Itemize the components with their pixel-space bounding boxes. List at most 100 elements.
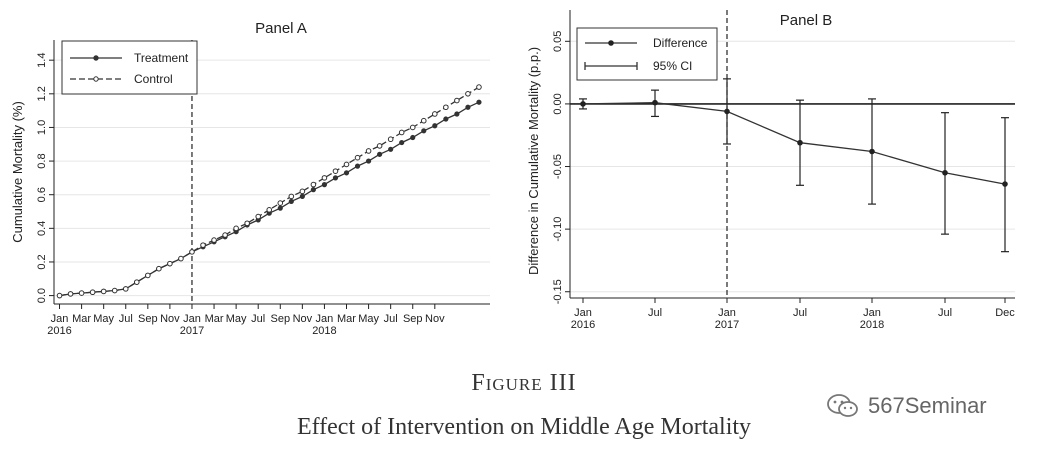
panel-a-point-control <box>454 97 460 104</box>
panel-b-x-tick-label: Jan <box>718 307 736 319</box>
panel-b-point-difference <box>1002 181 1008 187</box>
panel-b-legend: Difference 95% CI <box>576 27 718 81</box>
panel-b-point-difference <box>869 148 875 155</box>
panel-a-point-control <box>465 91 471 97</box>
panel-a-x-tick-label: May <box>226 313 247 325</box>
panel-b-y-tick-label: -0.15 <box>552 279 564 304</box>
panel-a-point-control <box>266 207 273 213</box>
panel-a-point-control <box>277 200 284 206</box>
panel-a-y-tick-label: 0.6 <box>36 187 48 202</box>
panel-a-x-tick-label: Jul <box>384 313 398 325</box>
panel-a-point-control <box>332 168 339 174</box>
panel-a-y-tick-label: 1.4 <box>36 53 48 68</box>
panel-a-y-tick-label: 1.2 <box>36 86 48 101</box>
panel-a-point-treatment <box>310 187 316 193</box>
panel-a-point-treatment <box>432 123 438 129</box>
panel-a-x-tick-label: Jul <box>119 313 133 325</box>
panel-a-point-treatment <box>399 139 405 146</box>
panel-a: Panel A 0.00.20.40.60.81.01.21.4Jan2016M… <box>10 20 490 337</box>
panel-b-point-difference <box>724 108 730 115</box>
panel-b-y-tick-label: -0.10 <box>552 217 564 242</box>
panel-a-point-treatment <box>454 111 460 117</box>
panel-a-point-control <box>156 265 162 272</box>
panel-a-legend-label: Treatment <box>134 51 189 65</box>
panel-a-y-tick-label: 0.8 <box>36 153 48 168</box>
panel-b-x-tick-year: 2017 <box>715 319 739 331</box>
panel-b-legend-label: Difference <box>653 36 708 50</box>
panel-a-point-treatment <box>465 104 471 110</box>
panel-b-y-axis-label: Difference in Cumulative Mortality (p.p.… <box>526 47 541 275</box>
panel-a-y-tick-label: 0.4 <box>36 221 48 236</box>
panel-a-point-control <box>122 286 129 292</box>
panel-a-point-control <box>133 279 140 285</box>
panel-a-point-control <box>420 117 427 124</box>
panel-a-point-treatment <box>299 193 305 199</box>
panel-a-point-treatment <box>410 134 416 141</box>
panel-a-point-control <box>178 255 184 262</box>
panel-b-y-tick-label: -0.05 <box>552 154 564 179</box>
panel-a-point-control <box>145 272 151 279</box>
panel-a-point-control <box>354 154 361 161</box>
panel-a-point-control <box>67 291 74 297</box>
panel-a-point-control <box>233 225 239 232</box>
panel-b-x-tick-label: Jul <box>938 307 952 319</box>
figure: Panel A 0.00.20.40.60.81.01.21.4Jan2016M… <box>10 10 1015 337</box>
panel-a-point-control <box>387 136 394 143</box>
panel-b-point-difference <box>652 99 658 106</box>
panel-a-x-tick-label: Nov <box>293 313 313 325</box>
panel-a-point-control <box>288 193 295 200</box>
panel-a-y-tick-label: 0.2 <box>36 254 48 269</box>
panel-b-series-difference <box>582 102 1006 185</box>
panel-a-point-treatment <box>377 151 383 157</box>
panel-a-x-tick-label: Jan <box>316 313 334 325</box>
panel-a-x-tick-year: 2016 <box>47 325 71 337</box>
panel-a-point-control <box>222 232 228 238</box>
panel-a-point-control <box>432 111 438 117</box>
wechat-icon <box>827 394 858 417</box>
panel-a-x-tick-label: Nov <box>425 313 445 325</box>
panel-a-point-control <box>100 288 107 295</box>
panel-a-point-control <box>189 249 195 255</box>
panel-a-series-treatment <box>59 101 480 297</box>
panel-a-point-control <box>365 148 372 154</box>
panel-b-point-difference <box>942 169 948 176</box>
panel-a-point-control <box>343 161 350 168</box>
watermark-text: 567Seminar <box>868 393 987 418</box>
panel-a-point-control <box>78 290 85 296</box>
panel-b-x-tick-label: Jul <box>793 307 807 319</box>
panel-a-point-control <box>200 242 206 248</box>
panel-a-point-control <box>167 260 173 267</box>
panel-b-x-tick-label: Jan <box>863 307 881 319</box>
panel-a-x-tick-label: Sep <box>138 313 158 325</box>
panel-a-title: Panel A <box>255 20 307 37</box>
panel-a-x-tick-label: Jan <box>51 313 69 325</box>
panel-a-point-control <box>56 292 63 299</box>
panel-a-point-treatment <box>332 175 339 181</box>
panel-a-point-control <box>299 188 306 195</box>
panel-a-point-treatment <box>365 158 372 164</box>
panel-b-legend-marker <box>608 40 614 46</box>
panel-a-point-control <box>321 175 328 181</box>
panel-a-point-treatment <box>288 198 294 205</box>
panel-a-legend-label: Control <box>134 72 173 86</box>
panel-a-point-control <box>111 287 118 294</box>
panel-a-point-control <box>409 124 416 131</box>
panel-a-point-control <box>255 213 262 220</box>
panel-a-legend-marker <box>93 76 99 82</box>
panel-b-y-tick-label: 0.05 <box>552 31 564 52</box>
panel-a-legend-box <box>61 40 198 95</box>
panel-a-point-treatment <box>421 128 427 134</box>
panel-a-point-treatment <box>277 205 283 211</box>
watermark: 567Seminar <box>826 393 987 419</box>
panel-a-x-tick-year: 2018 <box>312 325 336 337</box>
panel-a-point-control <box>310 181 317 188</box>
panel-b: Panel B 0.050.00-0.05-0.10-0.15Jan2016Ju… <box>526 10 1015 331</box>
panel-a-series-control <box>59 86 480 297</box>
panel-a-y-axis-label: Cumulative Mortality (%) <box>10 101 25 243</box>
panel-b-legend-label: 95% CI <box>653 59 692 73</box>
panel-b-point-difference <box>580 101 586 107</box>
panel-a-point-control <box>244 220 250 227</box>
panel-b-x-tick-year: 2018 <box>860 319 884 331</box>
figure-title: Figure III <box>471 370 577 396</box>
panel-a-point-control <box>476 84 482 90</box>
